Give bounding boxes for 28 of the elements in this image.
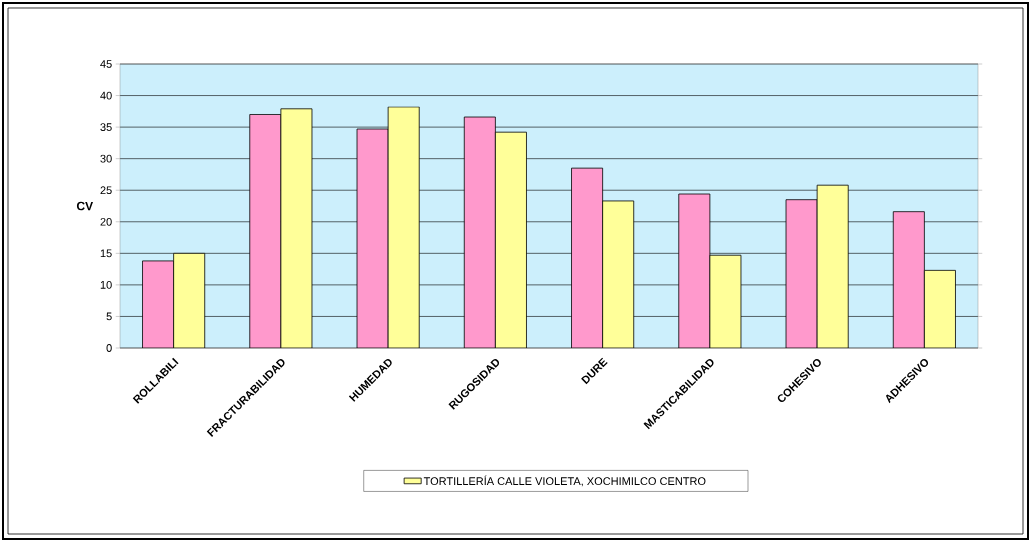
bar (571, 168, 603, 348)
y-tick-label: 45 (100, 60, 112, 68)
y-tick-label: 35 (100, 123, 112, 132)
legend-label: TORTILLERÍA CALLE VIOLETA, XOCHIMILCO CENTRO (423, 475, 706, 487)
y-tick-label: 20 (100, 217, 112, 226)
bar (280, 108, 313, 348)
y-axis-title: CV (76, 201, 94, 211)
bar (494, 131, 527, 348)
y-tick-label: 0 (106, 344, 112, 352)
bar (173, 252, 206, 348)
bar (785, 199, 818, 348)
bar (463, 116, 496, 348)
bar (356, 128, 389, 348)
y-tick-label: 40 (100, 91, 112, 100)
bar (602, 200, 634, 348)
bar (892, 211, 925, 348)
bar (709, 254, 742, 348)
y-tick-label: 30 (100, 154, 112, 163)
y-tick-label: 25 (100, 186, 112, 195)
y-tick-label: 10 (100, 281, 112, 289)
bar (678, 193, 711, 348)
bar (387, 106, 420, 348)
bar (923, 269, 956, 348)
bar (249, 114, 282, 348)
y-tick-label: 5 (106, 312, 112, 321)
y-tick-label: 15 (100, 249, 112, 258)
bar (816, 184, 849, 348)
bar (142, 260, 175, 348)
